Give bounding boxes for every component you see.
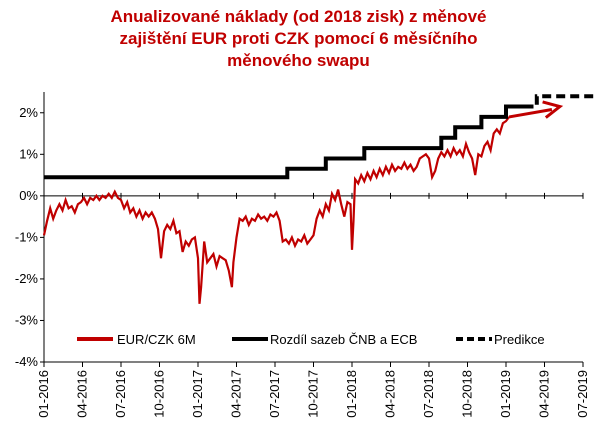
y-tick-label: 2% <box>19 105 38 120</box>
x-tick-label: 01-2018 <box>344 370 359 418</box>
x-tick-label: 01-2019 <box>498 370 513 418</box>
y-tick-label: -3% <box>15 312 39 327</box>
y-tick-labels: 2% 1% 0% -1% -2% -3% -4% <box>15 105 39 369</box>
x-tick-label: 01-2017 <box>190 370 205 418</box>
arrow-shaft <box>508 108 553 119</box>
x-tick-label: 07-2018 <box>421 370 436 418</box>
series-line-2 <box>44 104 525 180</box>
y-tick-label: -1% <box>15 229 39 244</box>
annotations <box>508 100 564 119</box>
y-tick-label: -4% <box>15 354 39 369</box>
x-tick-labels: 01-2016 04-2016 07-2016 10-2016 01-2017 04-20… <box>36 370 590 418</box>
series-lines <box>42 94 596 304</box>
chart-title-line-1: Anualizované náklady (od 2018 zisk) z mě… <box>110 7 487 26</box>
x-tick-label: 10-2018 <box>460 370 475 418</box>
x-tick-label: 04-2016 <box>75 370 90 418</box>
axes <box>40 92 584 367</box>
series-line-3 <box>524 94 596 109</box>
x-tick-label: 04-2018 <box>383 370 398 418</box>
legend-item-1-label: EUR/CZK 6M <box>117 332 196 347</box>
x-tick-label: 07-2019 <box>575 370 590 418</box>
x-tick-label: 01-2016 <box>36 370 51 418</box>
y-tick-label: 0% <box>19 188 38 203</box>
y-tick-label: 1% <box>19 146 38 161</box>
x-tick-label: 04-2019 <box>537 370 552 418</box>
y-tick-label: -2% <box>15 271 39 286</box>
legend-item-2-label: Rozdíl sazeb ČNB a ECB <box>270 332 417 347</box>
legend-item-3-label: Predikce <box>494 332 545 347</box>
series-line-1 <box>42 116 510 304</box>
x-tick-label: 10-2016 <box>152 370 167 418</box>
arrow-head <box>542 100 564 119</box>
chart-title: Anualizované náklady (od 2018 zisk) z mě… <box>0 6 597 72</box>
legend: EUR/CZK 6M Rozdíl sazeb ČNB a ECB Predikce <box>77 332 545 347</box>
x-tick-label: 07-2017 <box>267 370 282 418</box>
x-tick-label: 07-2016 <box>113 370 128 418</box>
chart-title-line-3: měnového swapu <box>227 51 370 70</box>
x-tick-label: 04-2017 <box>229 370 244 418</box>
x-tick-label: 10-2017 <box>306 370 321 418</box>
chart-title-line-2: zajištění EUR proti CZK pomocí 6 měsíční… <box>119 29 478 48</box>
